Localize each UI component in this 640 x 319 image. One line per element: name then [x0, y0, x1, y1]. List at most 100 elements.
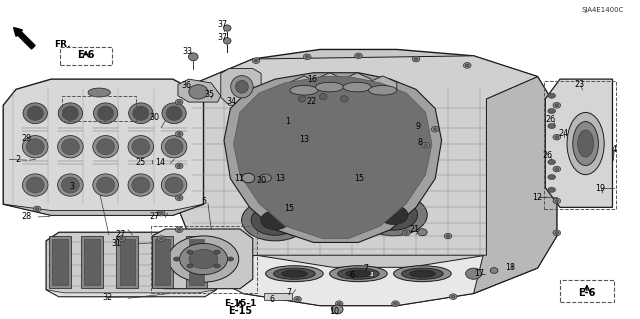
- Text: SJA4E1400C: SJA4E1400C: [582, 7, 624, 13]
- Ellipse shape: [553, 230, 561, 236]
- Ellipse shape: [22, 174, 48, 196]
- Ellipse shape: [177, 165, 181, 167]
- Ellipse shape: [165, 177, 183, 193]
- Text: 27: 27: [115, 230, 125, 239]
- Ellipse shape: [26, 177, 44, 193]
- Ellipse shape: [402, 268, 444, 279]
- Bar: [81, 236, 103, 288]
- Ellipse shape: [175, 195, 183, 201]
- FancyArrow shape: [13, 27, 35, 49]
- Polygon shape: [152, 229, 253, 289]
- Text: 16: 16: [307, 75, 317, 84]
- Text: 28: 28: [22, 212, 32, 221]
- Ellipse shape: [58, 103, 83, 124]
- Ellipse shape: [553, 134, 561, 140]
- Ellipse shape: [187, 250, 193, 254]
- Ellipse shape: [424, 144, 428, 147]
- Ellipse shape: [332, 305, 343, 314]
- Ellipse shape: [422, 142, 429, 148]
- Ellipse shape: [97, 139, 115, 155]
- Ellipse shape: [132, 139, 150, 155]
- Ellipse shape: [260, 174, 271, 182]
- Bar: [116, 236, 138, 288]
- Ellipse shape: [214, 264, 220, 268]
- Ellipse shape: [177, 228, 181, 231]
- Ellipse shape: [175, 163, 183, 169]
- Text: 4: 4: [612, 145, 617, 154]
- Ellipse shape: [133, 106, 149, 121]
- Ellipse shape: [316, 82, 344, 92]
- Ellipse shape: [33, 206, 41, 212]
- Ellipse shape: [189, 85, 208, 99]
- Ellipse shape: [303, 54, 311, 60]
- Text: 30: 30: [150, 113, 160, 122]
- Ellipse shape: [433, 128, 437, 131]
- Ellipse shape: [573, 122, 598, 166]
- Ellipse shape: [340, 96, 348, 102]
- Text: 27: 27: [150, 212, 160, 221]
- Ellipse shape: [175, 131, 183, 137]
- Ellipse shape: [394, 302, 397, 305]
- Text: 23: 23: [574, 80, 584, 89]
- Bar: [348, 271, 373, 276]
- Ellipse shape: [548, 160, 556, 165]
- Ellipse shape: [343, 82, 371, 92]
- Ellipse shape: [274, 268, 316, 279]
- Ellipse shape: [295, 93, 309, 105]
- Ellipse shape: [58, 136, 83, 158]
- Polygon shape: [178, 79, 221, 102]
- Ellipse shape: [187, 264, 193, 268]
- Ellipse shape: [465, 64, 469, 67]
- Ellipse shape: [254, 59, 258, 62]
- Bar: [264, 293, 292, 300]
- Ellipse shape: [380, 205, 408, 225]
- Ellipse shape: [165, 139, 183, 155]
- Bar: [60, 47, 112, 65]
- Ellipse shape: [567, 113, 604, 174]
- Ellipse shape: [466, 268, 482, 279]
- Ellipse shape: [305, 56, 309, 58]
- Polygon shape: [3, 204, 204, 215]
- Polygon shape: [343, 73, 371, 87]
- Polygon shape: [46, 232, 216, 297]
- Ellipse shape: [412, 56, 420, 62]
- Text: 31: 31: [111, 239, 122, 248]
- Ellipse shape: [555, 136, 559, 138]
- Bar: [155, 239, 170, 285]
- Polygon shape: [545, 79, 612, 207]
- Polygon shape: [178, 56, 538, 268]
- Ellipse shape: [370, 200, 418, 230]
- Text: 25: 25: [136, 158, 146, 167]
- Ellipse shape: [490, 268, 498, 273]
- Text: 13: 13: [275, 174, 285, 182]
- Ellipse shape: [300, 197, 367, 238]
- Text: 37: 37: [218, 33, 228, 42]
- Ellipse shape: [319, 208, 347, 227]
- Ellipse shape: [242, 173, 255, 183]
- Text: 18: 18: [505, 263, 515, 272]
- Polygon shape: [410, 142, 428, 150]
- Ellipse shape: [404, 232, 408, 234]
- Ellipse shape: [179, 243, 228, 275]
- Ellipse shape: [120, 237, 124, 240]
- Ellipse shape: [319, 93, 327, 100]
- Bar: [189, 239, 204, 285]
- Ellipse shape: [553, 198, 561, 204]
- Ellipse shape: [93, 103, 118, 124]
- Ellipse shape: [35, 208, 39, 211]
- Text: FR.: FR.: [54, 40, 71, 48]
- Polygon shape: [3, 79, 204, 215]
- Ellipse shape: [403, 230, 410, 236]
- Polygon shape: [221, 69, 261, 105]
- Bar: [151, 226, 257, 293]
- Ellipse shape: [578, 130, 594, 157]
- Text: 7: 7: [287, 288, 292, 297]
- Text: 15: 15: [284, 204, 294, 213]
- Ellipse shape: [177, 133, 181, 135]
- Ellipse shape: [355, 53, 362, 59]
- Ellipse shape: [449, 294, 457, 300]
- Ellipse shape: [242, 199, 309, 241]
- Ellipse shape: [410, 270, 435, 277]
- Ellipse shape: [132, 177, 150, 193]
- Ellipse shape: [168, 236, 239, 282]
